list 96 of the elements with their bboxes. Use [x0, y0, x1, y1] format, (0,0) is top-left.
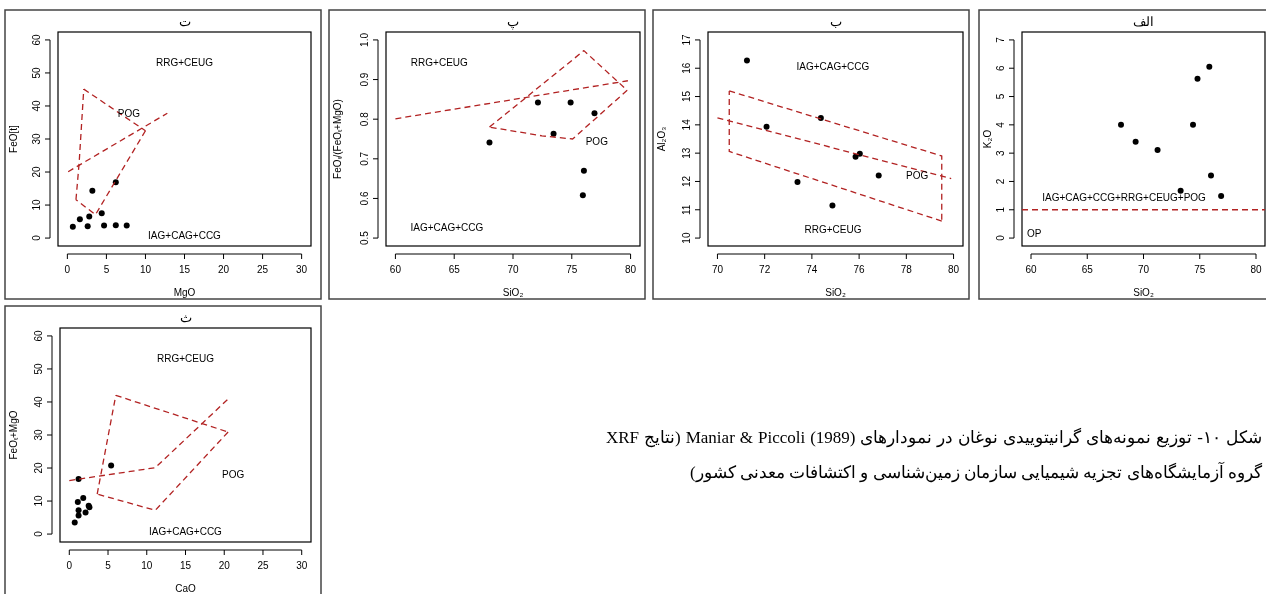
y-tick-label: 6: [995, 65, 1006, 72]
y-tick-label: 10: [681, 232, 692, 244]
y-tick-label: 10: [31, 199, 42, 211]
chart-title: پ: [507, 14, 519, 30]
x-tick-label: 15: [178, 264, 191, 275]
y-tick-label: 0: [31, 234, 42, 241]
y-tick-label: 60: [33, 329, 44, 342]
y-tick-label: 1: [995, 206, 1006, 213]
x-tick-label: 10: [139, 264, 152, 275]
annotation: RRG+CEUG: [410, 56, 469, 68]
y-tick-label: 30: [31, 133, 42, 145]
annotation: RRG+CEUG: [156, 56, 214, 68]
y-tick-label: 10: [33, 495, 44, 507]
x-tick-label: 5: [105, 560, 112, 571]
y-tick-label: 0.6: [359, 191, 370, 206]
x-tick-label: 30: [296, 560, 308, 571]
x-tick-label: 72: [759, 264, 771, 275]
y-tick-label: 0: [33, 530, 44, 537]
annotation: OP: [1026, 228, 1042, 240]
y-tick-label: 15: [681, 90, 692, 103]
x-tick-label: 65: [1081, 264, 1094, 275]
y-tick-label: 17: [681, 33, 692, 46]
y-tick-label: 0.7: [359, 151, 370, 166]
text: شکل ۱۰- توزیع نمونه‌های گرانیتوییدی نوغان در نمودارهای Maniar & Piccoli (1989) (نتایج XRF گروه آزمایشگاه‌های تجزیه شیمیایی سازمان زمین‌شناسی و اکتشافات معدنی کشور): [606, 427, 1262, 485]
y-tick-label: 2: [995, 178, 1006, 185]
y-tick-label: 1.0: [359, 32, 370, 47]
x-tick-label: 70: [1137, 264, 1150, 275]
x-tick-label: 70: [711, 264, 724, 275]
y-tick-label: 20: [31, 166, 42, 178]
y-tick-label: 50: [33, 362, 44, 375]
x-axis-title: SiO₂: [825, 287, 846, 298]
y-tick-label: 3: [995, 149, 1006, 156]
x-tick-label: 74: [806, 264, 818, 275]
x-tick-label: 65: [448, 264, 461, 275]
y-tick-label: 13: [681, 147, 692, 159]
x-tick-label: 75: [566, 264, 578, 275]
annotation: IAG+CAG+CCG+RRG+CEUG+POG: [1042, 191, 1207, 203]
x-tick-label: 20: [217, 264, 230, 275]
x-tick-label: 70: [507, 264, 519, 275]
y-tick-label: 0.8: [359, 111, 370, 127]
annotation: POG: [117, 108, 141, 120]
y-axis-title: K₂O: [982, 129, 993, 149]
x-tick-label: 0: [66, 560, 73, 571]
chart-title: ث: [179, 310, 192, 325]
y-tick-label: 14: [681, 118, 692, 131]
y-tick-label: 0.5: [359, 230, 370, 246]
x-tick-label: 76: [853, 264, 866, 275]
x-tick-label: 15: [179, 560, 192, 571]
y-tick-label: 20: [33, 462, 44, 474]
x-tick-label: 30: [296, 264, 308, 275]
y-tick-label: 11: [681, 204, 692, 215]
annotation: RRG+CEUG: [804, 223, 862, 235]
x-tick-label: 5: [103, 264, 110, 275]
x-tick-label: 20: [218, 560, 231, 571]
y-axis-title: FeOₜ+MgO: [8, 410, 19, 460]
annotation: POG: [905, 170, 929, 182]
x-tick-label: 80: [947, 264, 960, 275]
y-tick-label: 0: [995, 234, 1006, 241]
y-tick-label: 50: [31, 66, 42, 79]
annotation: RRG+CEUG: [157, 352, 215, 364]
chart-title: ت: [178, 14, 191, 29]
annotation: IAG+CAG+CCG: [148, 230, 222, 242]
y-tick-label: 7: [995, 36, 1006, 43]
y-tick-label: 40: [33, 395, 44, 408]
y-tick-label: 40: [31, 99, 42, 112]
x-tick-label: 75: [1194, 264, 1206, 275]
annotation: IAG+CAG+CCG: [410, 221, 484, 233]
y-axis-title: Al₂O₃: [656, 126, 667, 152]
chart-title: ب: [829, 14, 842, 29]
x-axis-title: SiO₂: [1133, 287, 1154, 298]
x-axis-title: CaO: [175, 583, 196, 594]
x-tick-label: 80: [625, 264, 637, 275]
y-tick-label: 5: [995, 93, 1006, 100]
x-tick-label: 0: [64, 264, 71, 275]
y-axis-title: FeO[t]: [8, 124, 19, 153]
y-tick-label: 12: [681, 175, 692, 188]
x-axis-title: MgO: [173, 287, 196, 298]
x-axis-title: SiO₂: [502, 287, 524, 298]
y-axis-title: FeOₜ/(FeOₜ+MgO): [332, 99, 343, 179]
annotation: POG: [222, 468, 245, 480]
x-tick-label: 10: [141, 560, 153, 571]
y-tick-label: 60: [31, 33, 42, 46]
x-tick-label: 78: [900, 264, 913, 275]
y-tick-label: 16: [681, 62, 692, 74]
annotation: IAG+CAG+CCG: [149, 526, 223, 538]
x-tick-label: 25: [257, 264, 269, 275]
x-tick-label: 25: [257, 560, 269, 571]
y-tick-label: 30: [33, 429, 44, 441]
annotation: POG: [585, 136, 609, 148]
y-tick-label: 4: [995, 121, 1006, 128]
x-tick-label: 60: [389, 264, 402, 275]
chart-title: الف: [1133, 14, 1154, 29]
x-tick-label: 80: [1250, 264, 1262, 275]
annotation: IAG+CAG+CCG: [796, 61, 870, 73]
x-tick-label: 60: [1025, 264, 1037, 275]
y-tick-label: 0.9: [359, 72, 370, 87]
